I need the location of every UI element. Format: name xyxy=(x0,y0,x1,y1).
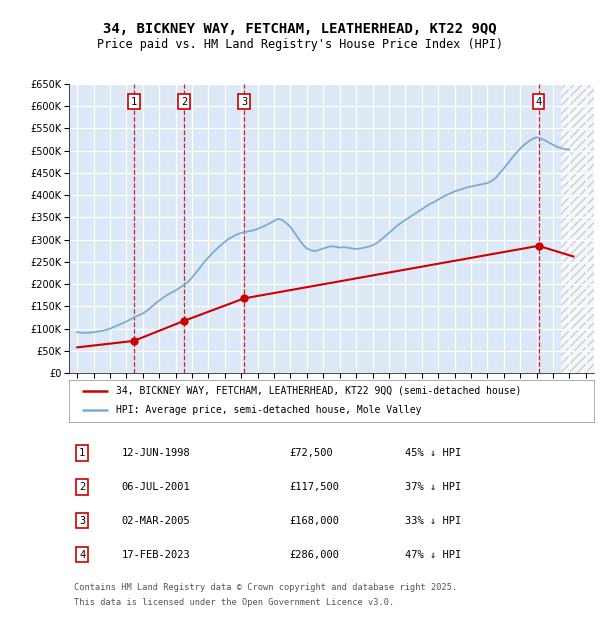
Text: 33% ↓ HPI: 33% ↓ HPI xyxy=(405,516,461,526)
Text: 02-MAR-2005: 02-MAR-2005 xyxy=(121,516,190,526)
Text: Contains HM Land Registry data © Crown copyright and database right 2025.: Contains HM Land Registry data © Crown c… xyxy=(74,583,458,592)
Text: Price paid vs. HM Land Registry's House Price Index (HPI): Price paid vs. HM Land Registry's House … xyxy=(97,38,503,51)
Text: 06-JUL-2001: 06-JUL-2001 xyxy=(121,482,190,492)
Text: £286,000: £286,000 xyxy=(290,550,340,560)
Text: 3: 3 xyxy=(241,97,247,107)
Text: 17-FEB-2023: 17-FEB-2023 xyxy=(121,550,190,560)
Text: HPI: Average price, semi-detached house, Mole Valley: HPI: Average price, semi-detached house,… xyxy=(116,405,422,415)
Text: 4: 4 xyxy=(535,97,542,107)
Text: 2: 2 xyxy=(79,482,85,492)
Text: 2: 2 xyxy=(181,97,187,107)
Text: 1: 1 xyxy=(79,448,85,458)
Text: 34, BICKNEY WAY, FETCHAM, LEATHERHEAD, KT22 9QQ: 34, BICKNEY WAY, FETCHAM, LEATHERHEAD, K… xyxy=(103,22,497,36)
Text: 1: 1 xyxy=(131,97,137,107)
Text: 37% ↓ HPI: 37% ↓ HPI xyxy=(405,482,461,492)
Text: 3: 3 xyxy=(79,516,85,526)
Text: This data is licensed under the Open Government Licence v3.0.: This data is licensed under the Open Gov… xyxy=(74,598,395,607)
Text: £168,000: £168,000 xyxy=(290,516,340,526)
Text: 47% ↓ HPI: 47% ↓ HPI xyxy=(405,550,461,560)
Text: £72,500: £72,500 xyxy=(290,448,333,458)
Text: £117,500: £117,500 xyxy=(290,482,340,492)
Text: 4: 4 xyxy=(79,550,85,560)
Text: 45% ↓ HPI: 45% ↓ HPI xyxy=(405,448,461,458)
Text: 12-JUN-1998: 12-JUN-1998 xyxy=(121,448,190,458)
Text: 34, BICKNEY WAY, FETCHAM, LEATHERHEAD, KT22 9QQ (semi-detached house): 34, BICKNEY WAY, FETCHAM, LEATHERHEAD, K… xyxy=(116,386,521,396)
